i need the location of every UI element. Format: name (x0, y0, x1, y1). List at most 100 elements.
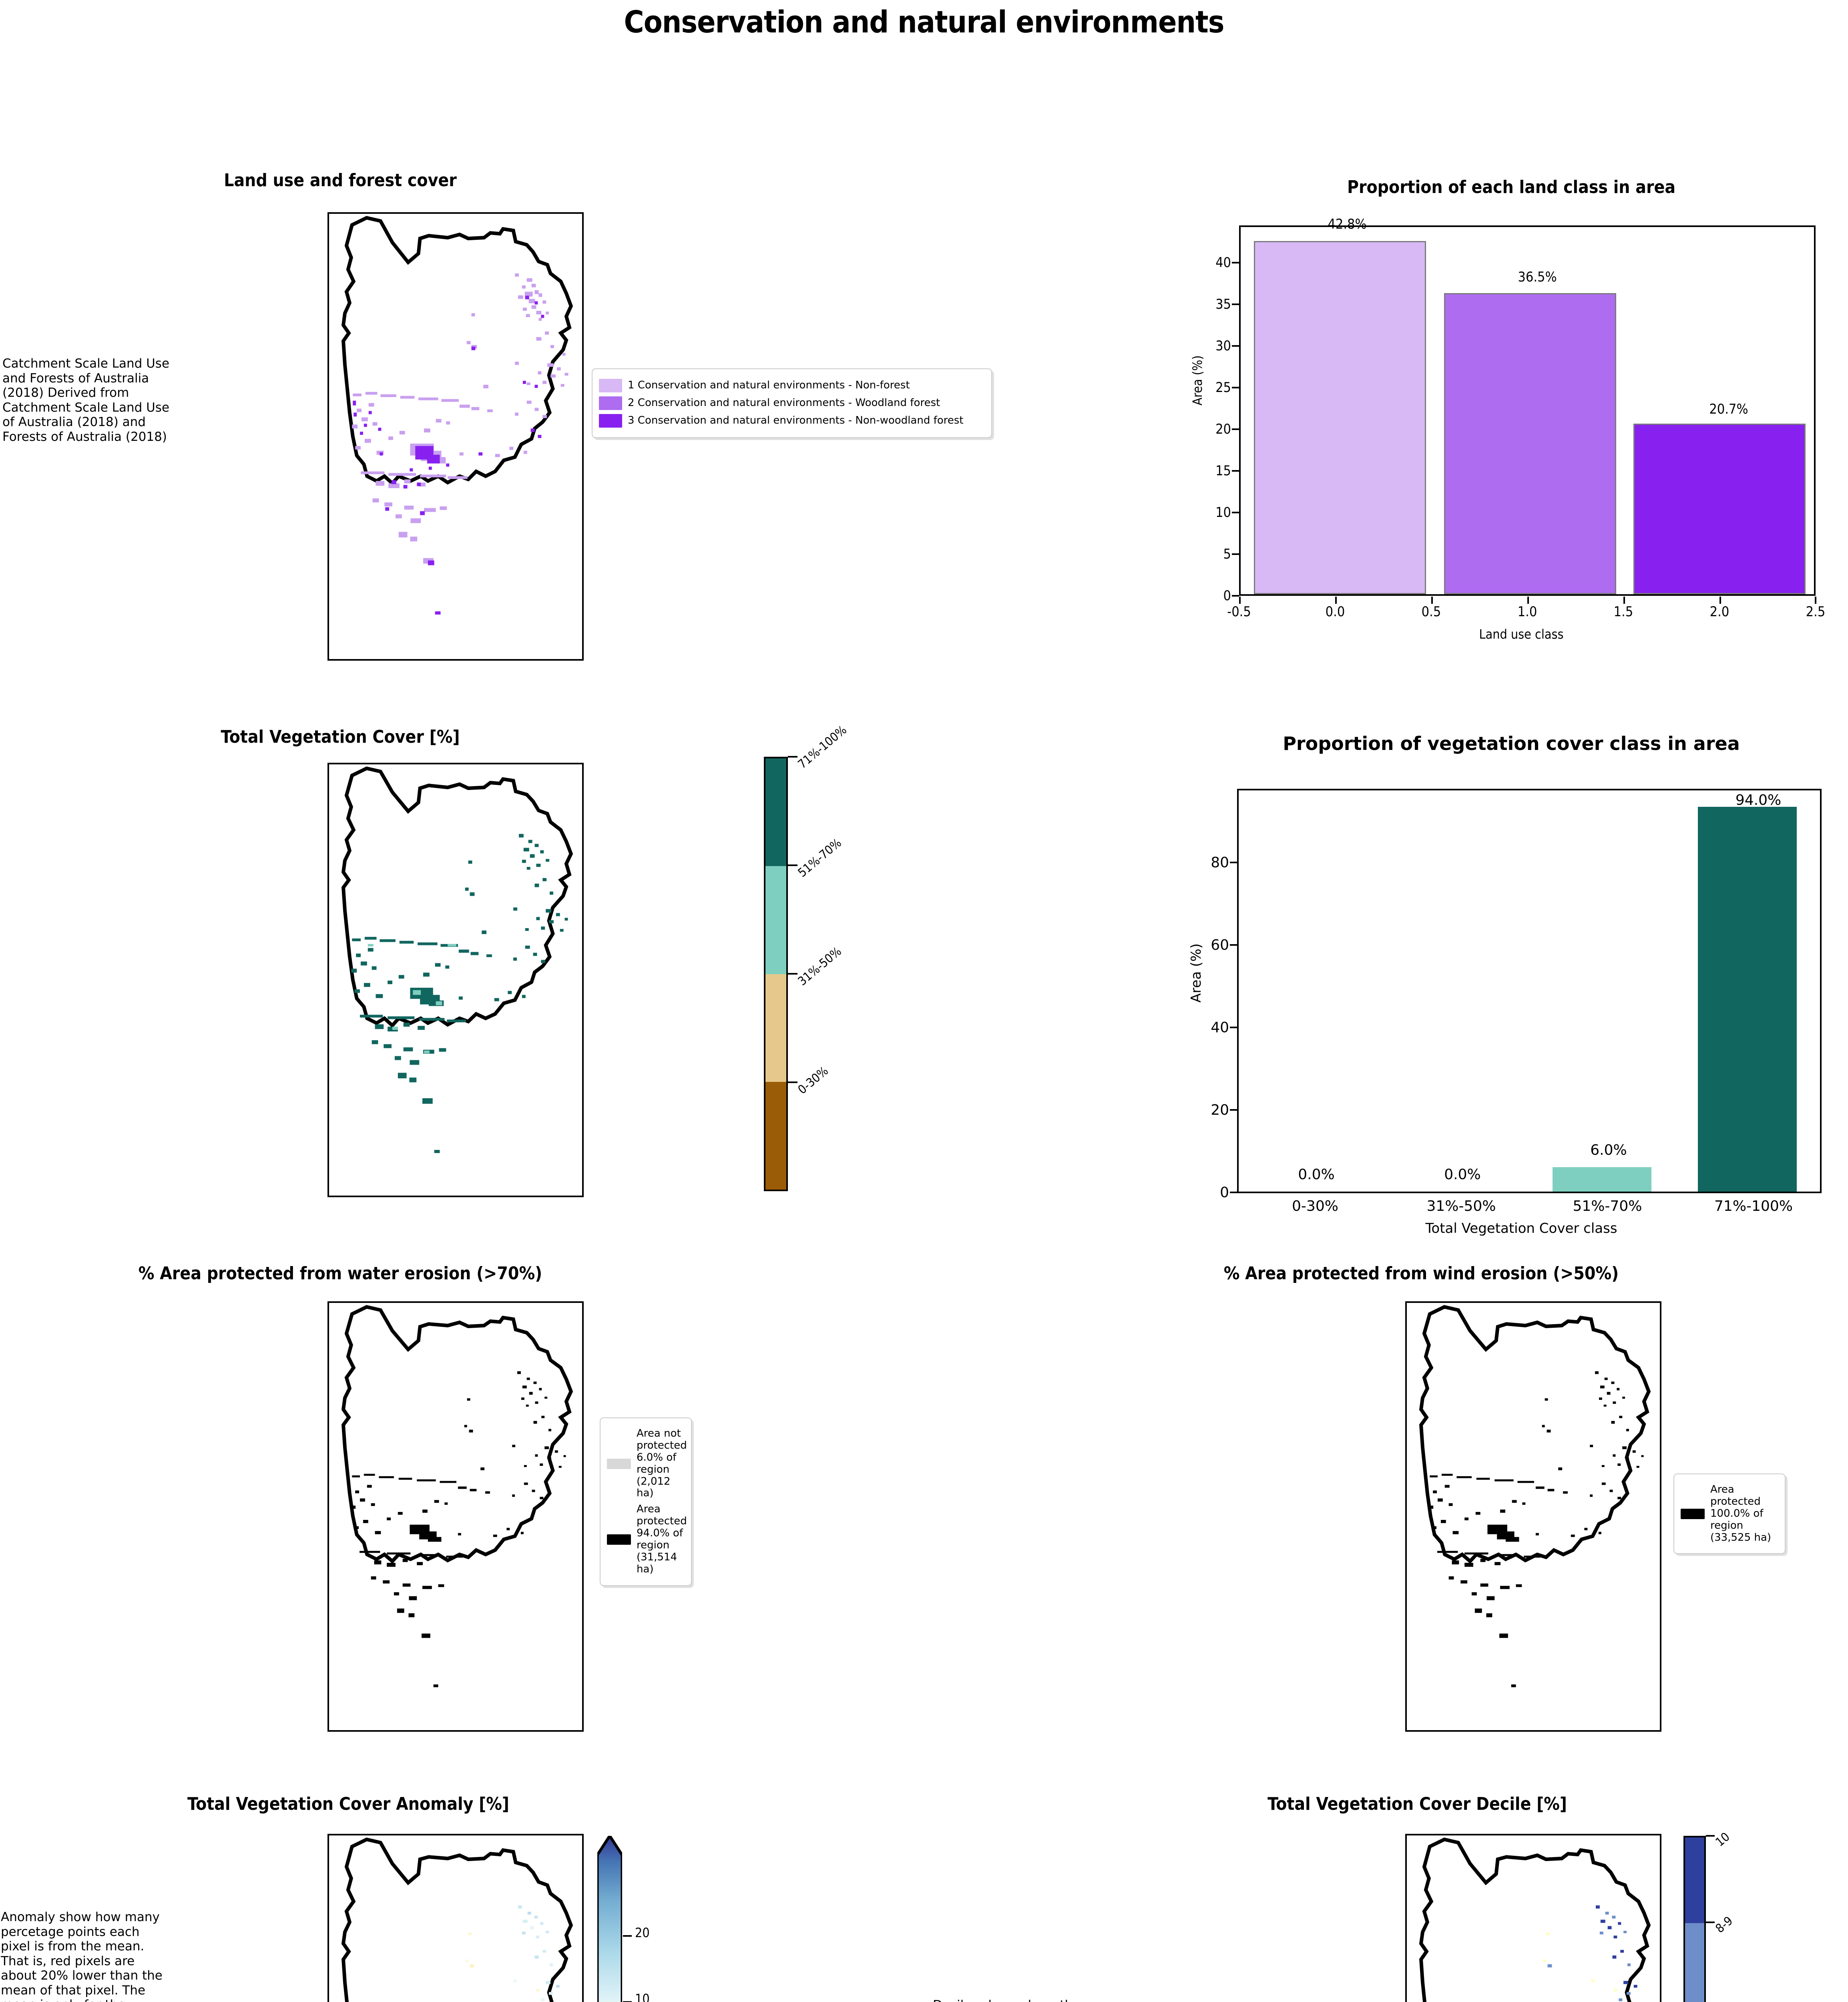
x-axis-label: Total Vegetation Cover class (1425, 1220, 1617, 1236)
decile-colorbar (1683, 1836, 1706, 2002)
plot-area (1237, 789, 1822, 1193)
bar-2[interactable] (1633, 423, 1806, 594)
water-erosion-map[interactable] (327, 1301, 584, 1732)
x-tick-2: 0.5 (1421, 604, 1441, 620)
dec-label-4-7: 4-7 (1713, 2000, 1736, 2002)
x-tick-3: 71%-100% (1714, 1198, 1793, 1214)
landuse-source-note: Catchment Scale Land Use and Forests of … (2, 356, 170, 444)
wind-erosion-pixels (1428, 1371, 1644, 1687)
cbar-seg-71-100 (765, 758, 786, 866)
y-axis-label: Area (%) (1190, 355, 1205, 406)
legend-label: Area protected 100.0% of region (33,525 … (1710, 1483, 1771, 1544)
page-title: Conservation and natural environments (624, 4, 1225, 40)
cbar-seg-51-70 (765, 866, 786, 974)
water-erosion-legend: Area not protected 6.0% of region (2,012… (600, 1417, 692, 1586)
anomaly-colorbar (596, 1833, 624, 2002)
anomaly-pixels (465, 1905, 560, 2001)
bar-value-0: 0.0% (1298, 1166, 1335, 1183)
bar-1[interactable] (1444, 293, 1616, 594)
chart-title: Proportion of vegetation cover class in … (1283, 733, 1740, 754)
y-tick-20: 20 (1211, 1102, 1229, 1118)
veg-colorbar (764, 757, 788, 1191)
legend-label: Area protected 94.0% of region (31,514 h… (637, 1503, 687, 1575)
legend-label: 1 Conservation and natural environments … (628, 379, 910, 392)
cbar-label-71-100: 71%-100% (795, 723, 850, 772)
bar-value-3: 94.0% (1735, 792, 1782, 808)
bar-value-1: 0.0% (1444, 1166, 1481, 1183)
cbar-label-51-70: 51%-70% (795, 836, 844, 880)
anomaly-map[interactable] (327, 1834, 584, 2002)
anom-tick-10: 10 (635, 1991, 650, 2002)
bar-3[interactable] (1698, 807, 1797, 1192)
x-axis-label: Land use class (1479, 627, 1564, 642)
y-tick-5: 5 (1223, 546, 1231, 562)
wind-erosion-map[interactable] (1405, 1301, 1661, 1732)
decile-map[interactable] (1405, 1834, 1661, 2002)
dec-seg-10 (1685, 1837, 1704, 1924)
anomaly-title: Total Vegetation Cover Anomaly [%] (187, 1794, 510, 1814)
x-tick-0: 0-30% (1292, 1198, 1338, 1214)
legend-swatch (599, 379, 622, 392)
y-tick-20: 20 (1215, 421, 1231, 437)
landclass-chart: Proportion of each land class in area 42… (1181, 160, 1842, 661)
decile-pixels (1543, 1905, 1637, 2001)
x-tick-3: 1.0 (1517, 604, 1537, 620)
bar-value-1: 36.5% (1518, 269, 1557, 285)
legend-label: 3 Conservation and natural environments … (628, 414, 964, 427)
y-tick-0: 0 (1220, 1184, 1229, 1201)
x-tick-1: 0.0 (1325, 604, 1345, 620)
y-tick-10: 10 (1215, 505, 1231, 521)
legend-swatch (599, 414, 622, 428)
landuse-map[interactable] (327, 212, 584, 661)
legend-item: Area not protected 6.0% of region (2,012… (607, 1427, 687, 1499)
y-tick-25: 25 (1215, 380, 1231, 396)
region-outline (341, 1837, 573, 2002)
legend-label: Area not protected 6.0% of region (2,012… (637, 1427, 687, 1499)
decile-title: Total Vegetation Cover Decile [%] (1267, 1794, 1567, 1814)
cbar-label-31-50: 31%-50% (795, 944, 844, 989)
y-tick-60: 60 (1211, 937, 1229, 953)
bar-0[interactable] (1253, 241, 1426, 594)
x-tick-4: 1.5 (1613, 604, 1633, 620)
veg-cover-map[interactable] (327, 763, 584, 1197)
bar-value-0: 42.8% (1328, 216, 1367, 232)
legend-label: 2 Conservation and natural environments … (628, 397, 940, 409)
y-tick-35: 35 (1215, 296, 1231, 312)
bar-value-2: 20.7% (1709, 401, 1748, 417)
legend-swatch (607, 1534, 631, 1545)
region-outline (341, 766, 573, 1153)
y-tick-30: 30 (1215, 338, 1231, 354)
landuse-pixels-dark (353, 295, 544, 615)
landuse-legend: 1 Conservation and natural environments … (592, 368, 992, 438)
anomaly-colorbar-svg (596, 1833, 624, 2002)
chart-title: Proportion of each land class in area (1347, 177, 1676, 197)
x-tick-0: -0.5 (1227, 604, 1251, 620)
y-tick-40: 40 (1211, 1019, 1229, 1036)
veg-map-title: Total Vegetation Cover [%] (221, 727, 460, 747)
legend-swatch (599, 396, 622, 410)
dec-seg-8-9 (1685, 1923, 1704, 2002)
cbar-seg-31-50 (765, 974, 786, 1082)
y-tick-40: 40 (1215, 255, 1231, 271)
landuse-map-title: Land use and forest cover (224, 170, 457, 191)
x-tick-6: 2.5 (1806, 604, 1826, 620)
region-outline (1419, 1837, 1651, 2002)
legend-item: Area protected 100.0% of region (33,525 … (1681, 1483, 1778, 1544)
x-tick-2: 51%-70% (1573, 1198, 1642, 1214)
legend-item: 1 Conservation and natural environments … (599, 379, 985, 392)
region-outline (341, 216, 573, 615)
y-axis-label: Area (%) (1188, 943, 1204, 1003)
bar-2[interactable] (1553, 1167, 1651, 1192)
wind-erosion-legend: Area protected 100.0% of region (33,525 … (1673, 1473, 1786, 1554)
vegcover-chart: Proportion of vegetation cover class in … (1181, 721, 1842, 1236)
legend-swatch (1681, 1508, 1705, 1519)
legend-item: 3 Conservation and natural environments … (599, 414, 985, 428)
veg-pixels-mid (368, 944, 456, 1053)
bar-value-2: 6.0% (1590, 1142, 1627, 1158)
plot-area (1239, 225, 1816, 596)
x-tick-1: 31%-50% (1426, 1198, 1496, 1214)
anomaly-explainer-note: Anomaly show how many percetage points e… (1, 1910, 163, 2002)
y-tick-15: 15 (1215, 463, 1231, 479)
cbar-label-0-30: 0-30% (795, 1064, 831, 1097)
x-tick-5: 2.0 (1709, 604, 1729, 620)
